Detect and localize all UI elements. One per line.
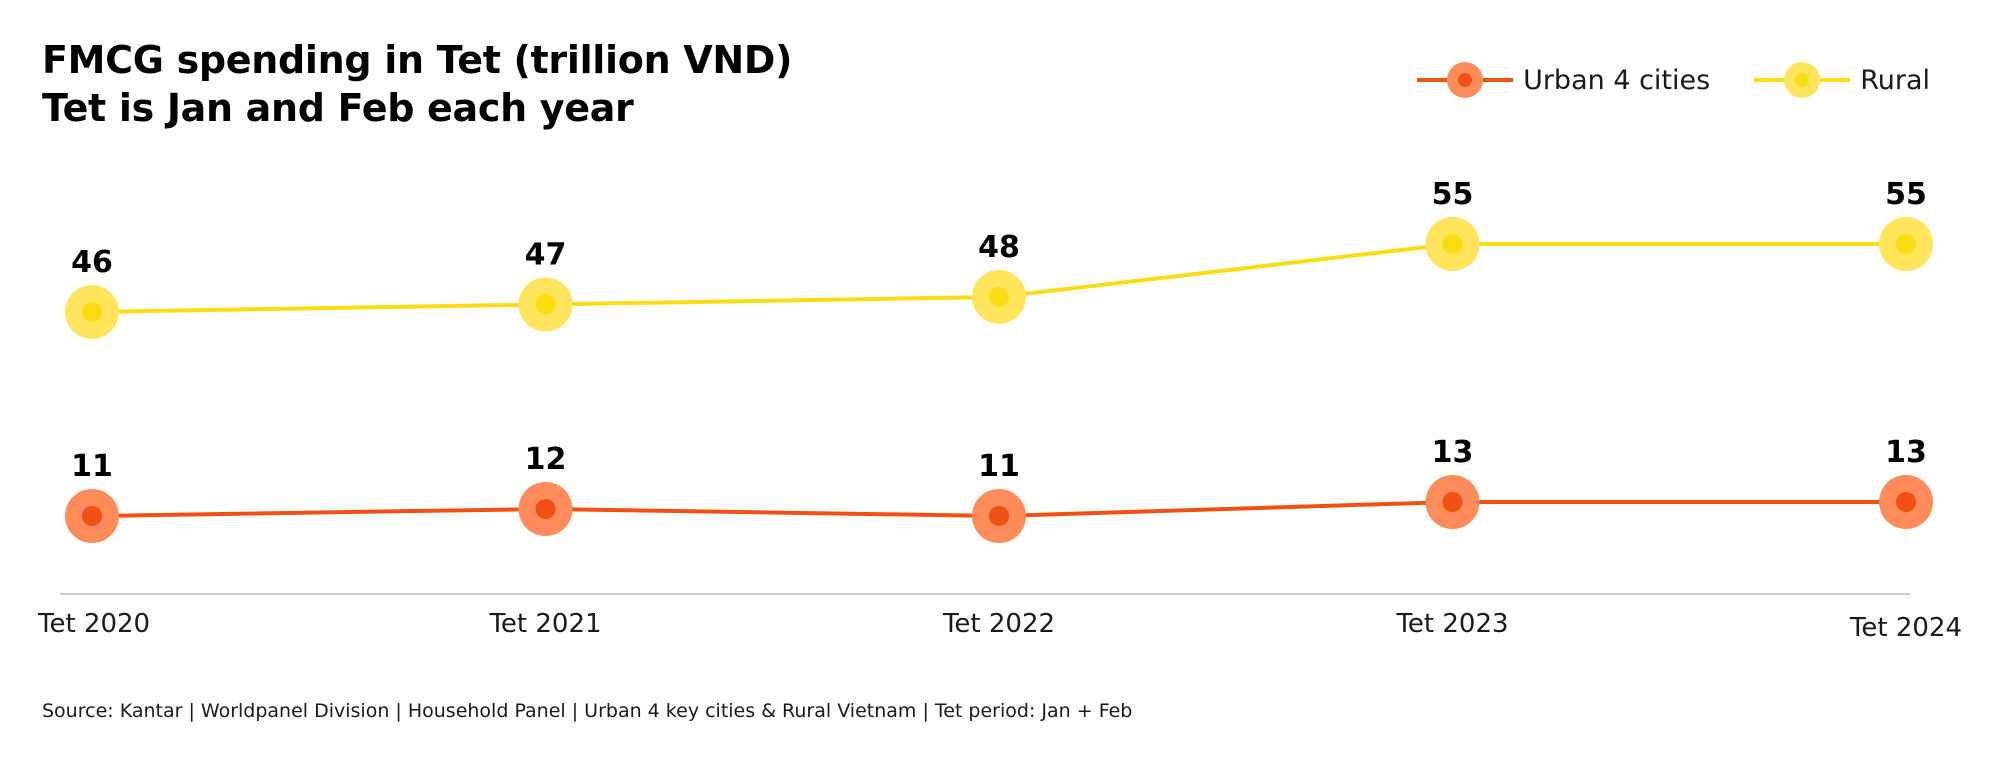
data-label-rural-tet-2023: 55	[1432, 177, 1474, 212]
x-tick-label-tet-2023: Tet 2023	[1395, 609, 1508, 639]
marker-rural-tet-2020	[82, 302, 102, 322]
data-label-rural-tet-2022: 48	[978, 230, 1020, 265]
legend-swatch-rural	[1754, 62, 1851, 98]
data-label-rural-tet-2024: 55	[1885, 177, 1927, 212]
chart-title: FMCG spending in Tet (trillion VND)	[42, 38, 793, 82]
x-tick-label-tet-2020: Tet 2020	[37, 609, 150, 639]
legend-item-rural: Rural	[1754, 60, 1930, 100]
legend-item-urban: Urban 4 cities	[1417, 60, 1710, 100]
marker-urban-4-cities-tet-2021	[535, 499, 556, 519]
source-note: Source: Kantar | Worldpanel Division | H…	[42, 700, 1133, 722]
legend-swatch-urban	[1417, 62, 1514, 98]
chart-subtitle: Tet is Jan and Feb each year	[42, 86, 634, 130]
data-label-urban-4-cities-tet-2020: 11	[71, 449, 113, 484]
chart-legend: Urban 4 cities Rural	[1417, 60, 1930, 100]
legend-dot-rural	[1795, 73, 1810, 87]
marker-urban-4-cities-tet-2024	[1896, 492, 1916, 512]
data-label-rural-tet-2020: 46	[71, 245, 113, 280]
chart-title-block: FMCG spending in Tet (trillion VND) Tet …	[42, 36, 792, 132]
data-label-rural-tet-2021: 47	[525, 237, 567, 272]
data-label-urban-4-cities-tet-2024: 13	[1885, 435, 1927, 470]
marker-urban-4-cities-tet-2020	[82, 506, 102, 526]
marker-rural-tet-2022	[989, 286, 1009, 307]
data-label-urban-4-cities-tet-2022: 11	[978, 449, 1020, 484]
data-label-urban-4-cities-tet-2021: 12	[525, 442, 567, 477]
marker-rural-tet-2021	[535, 294, 556, 315]
x-tick-label-tet-2022: Tet 2022	[942, 609, 1055, 639]
marker-rural-tet-2023	[1442, 234, 1463, 254]
legend-label-urban: Urban 4 cities	[1523, 64, 1711, 96]
x-tick-label-tet-2021: Tet 2021	[488, 609, 601, 639]
legend-label-rural: Rural	[1860, 64, 1930, 96]
marker-urban-4-cities-tet-2023	[1442, 492, 1463, 512]
x-tick-label-tet-2024: Tet 2024	[1849, 613, 1962, 643]
marker-urban-4-cities-tet-2022	[989, 506, 1009, 526]
line-chart: Tet 2020 Tet 2021 Tet 2022 Tet 2023 Tet 2024…	[37, 177, 1962, 643]
marker-rural-tet-2024	[1896, 234, 1916, 254]
legend-dot-urban	[1458, 73, 1473, 87]
data-label-urban-4-cities-tet-2023: 13	[1432, 435, 1474, 470]
